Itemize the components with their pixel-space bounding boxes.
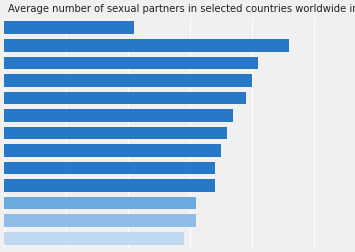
Bar xyxy=(4,110,233,122)
Bar xyxy=(4,22,134,35)
Text: Average number of sexual partners in selected countries worldwide in 2005: Average number of sexual partners in sel… xyxy=(8,4,355,14)
Bar xyxy=(4,232,184,244)
Bar xyxy=(4,162,215,175)
Bar xyxy=(4,214,196,227)
Bar xyxy=(4,145,221,157)
Bar xyxy=(4,127,227,140)
Bar xyxy=(4,197,196,210)
Bar xyxy=(4,57,258,70)
Bar xyxy=(4,180,215,192)
Bar xyxy=(4,75,252,87)
Bar xyxy=(4,92,246,105)
Bar xyxy=(4,40,289,52)
